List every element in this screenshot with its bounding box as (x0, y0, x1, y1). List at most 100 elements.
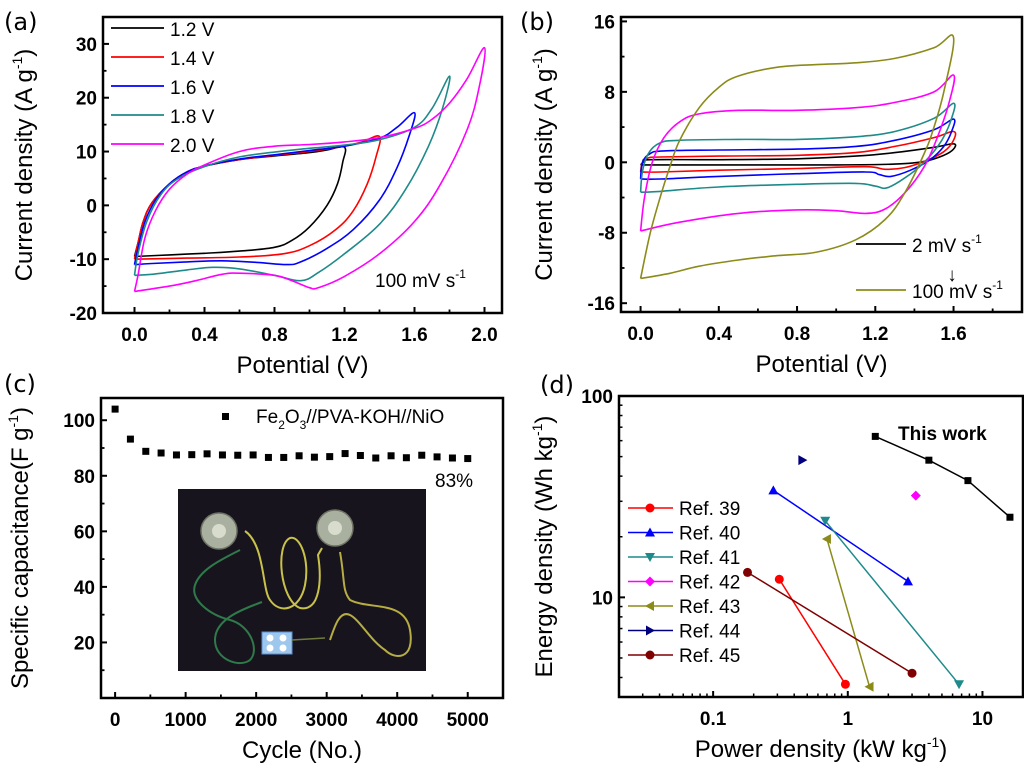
photo-right-electrode-cap (328, 521, 342, 535)
panel-label: (d) (540, 371, 574, 399)
data-point (264, 453, 272, 461)
data-point (418, 451, 426, 459)
series-line-ref-40 (772, 489, 909, 583)
data-point (402, 454, 410, 462)
data-point (172, 451, 180, 459)
x-tick-label: 0.1 (700, 709, 727, 730)
x-tick-label: 4000 (376, 710, 418, 731)
y-tick-label: -10 (70, 250, 97, 271)
legend-label: Fe2O3//PVA-KOH//NiO (256, 407, 444, 432)
data-point (126, 435, 134, 443)
legend-marker (645, 601, 654, 611)
data-point-this-work (871, 432, 879, 440)
retention-annotation: 83% (435, 471, 473, 492)
series-line-this-work (874, 435, 1011, 518)
panel-label: (b) (520, 8, 554, 36)
x-tick-label: 0.0 (627, 324, 653, 345)
legend-marker (645, 503, 655, 513)
legend-label: 2 mV s-1 (912, 232, 982, 257)
x-axis-title: Potential (V) (236, 352, 368, 379)
x-tick-label: 1 (843, 709, 854, 730)
photo-led-board (261, 631, 293, 655)
legend-arrow-icon: ↓ (947, 265, 957, 286)
plot-frame (617, 394, 1024, 699)
legend-label: 1.2 V (170, 20, 215, 41)
inset-device-photo (178, 489, 426, 671)
photo-led (279, 644, 287, 652)
y-tick-label: 0 (86, 196, 97, 217)
photo-led-wire (291, 637, 326, 641)
data-point (295, 452, 303, 460)
legend-label: Ref. 42 (679, 573, 740, 594)
x-tick-label: 0 (110, 710, 121, 731)
data-point-ref-39 (840, 679, 850, 689)
legend-marker (645, 527, 655, 537)
y-tick-label: -16 (588, 294, 615, 315)
y-tick-label: 40 (74, 578, 95, 599)
series-line-ref-43 (826, 538, 871, 687)
y-axis-title-close: ) (11, 49, 38, 57)
legend-marker (222, 413, 229, 420)
x-tick-label: 1000 (164, 710, 206, 731)
data-point-ref-41 (954, 680, 965, 690)
legend-label: Ref. 45 (679, 646, 740, 667)
data-point (448, 454, 456, 462)
x-tick-label: 0.0 (121, 325, 147, 346)
cv-curve-5-mv-s-1 (639, 130, 957, 173)
x-tick-label: 10 (972, 709, 993, 730)
y-tick-label: -20 (70, 304, 97, 325)
y-tick-label: 8 (604, 83, 615, 104)
this-work-annotation: This work (898, 424, 987, 445)
panel-label: (a) (4, 8, 37, 36)
y-tick-label: 20 (74, 633, 95, 654)
legend-label: 1.6 V (170, 78, 215, 99)
legend-label: Ref. 43 (679, 597, 740, 618)
y-axis-title: Specific capacitance(F g-1) (5, 407, 34, 689)
photo-led (266, 634, 274, 642)
legend-label-superscript: -1 (971, 232, 982, 246)
legend-label: Ref. 40 (679, 524, 740, 545)
data-point (433, 453, 441, 461)
y-axis-title-close: ) (531, 416, 558, 424)
y-tick-label: 60 (74, 522, 95, 543)
legend-label: 100 mV s-1 (912, 278, 1003, 303)
data-point-this-work (964, 477, 972, 485)
legend-marker (645, 576, 655, 587)
y-axis-title-superscript: -1 (529, 56, 545, 69)
y-axis-title: Energy density (Wh kg-1) (529, 416, 558, 678)
y-tick-label: 100 (63, 411, 95, 432)
data-point-this-work (1006, 513, 1014, 521)
y-tick-label: 100 (581, 387, 613, 408)
y-tick-label: 16 (594, 12, 615, 33)
y-axis-title: Current density (A g-1) (529, 48, 558, 281)
cv-curve-20-mv-s-1 (639, 102, 956, 193)
legend-marker (645, 553, 655, 562)
panel-a-cv-voltage-windows: 0.0 0.4 0.8 1.2 1.6 2.0 -20 -10 0 10 20 30 Potential… (4, 8, 504, 379)
x-tick-label: 2000 (235, 710, 277, 731)
scan-rate-annotation: 100 mV s-1 (375, 267, 466, 292)
data-point (188, 451, 196, 459)
x-axis-title-text: Potential (V) (755, 351, 887, 378)
x-tick-label: 0.8 (261, 325, 287, 346)
legend-label: 2.0 V (170, 136, 215, 157)
y-tick-label: 0 (604, 153, 615, 174)
legend-label: Ref. 39 (679, 499, 740, 520)
x-tick-label: 5000 (447, 710, 489, 731)
data-point-ref-43 (821, 533, 831, 544)
data-point-ref-41 (820, 516, 831, 526)
legend-subscript: 3 (300, 418, 307, 432)
photo-led (266, 644, 274, 652)
data-point (387, 452, 395, 460)
x-axis-title-text: Potential (V) (236, 352, 368, 379)
legend-label-text: 2 mV s (912, 236, 971, 257)
x-tick-label: 0.4 (191, 325, 218, 346)
annotation-superscript: -1 (455, 267, 466, 281)
y-axis-title: Current density (A g-1) (9, 49, 38, 282)
y-axis-title-text: Current density (A g (531, 69, 558, 281)
data-point-ref-40 (903, 576, 914, 586)
photo-led (279, 634, 287, 642)
y-tick-label: 10 (592, 588, 613, 609)
x-tick-label: 1.2 (862, 324, 888, 345)
cv-curve-1-6-v (133, 111, 416, 266)
legend-label-text: 100 mV s (912, 282, 992, 303)
